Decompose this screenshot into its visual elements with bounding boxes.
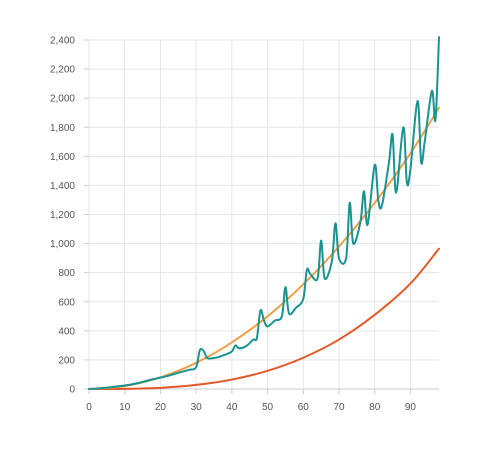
axis-layer — [84, 39, 439, 394]
y-tick-label: 2,000 — [50, 94, 75, 105]
y-tick-label: 1,000 — [50, 239, 75, 250]
grid-layer — [88, 39, 439, 389]
series-layer — [88, 36, 440, 390]
tick-label-layer: 02004006008001,0001,2001,4001,6001,8002,… — [50, 36, 416, 414]
series-line-3 — [88, 247, 440, 390]
x-tick-label: 90 — [405, 402, 417, 413]
series-line-1 — [88, 36, 440, 390]
y-tick-label: 800 — [58, 268, 75, 279]
y-tick-label: 2,200 — [50, 65, 75, 76]
y-tick-label: 600 — [58, 297, 75, 308]
y-tick-label: 400 — [58, 326, 75, 337]
x-tick-label: 0 — [86, 402, 92, 413]
x-tick-label: 80 — [369, 402, 381, 413]
x-tick-label: 20 — [155, 402, 167, 413]
y-tick-label: 1,200 — [50, 210, 75, 221]
x-tick-label: 40 — [226, 402, 238, 413]
x-tick-label: 50 — [262, 402, 274, 413]
y-tick-label: 1,800 — [50, 123, 75, 134]
x-tick-label: 10 — [119, 402, 131, 413]
y-tick-label: 0 — [69, 385, 75, 396]
series-line-2 — [88, 106, 440, 390]
x-tick-label: 70 — [333, 402, 345, 413]
y-tick-label: 2,400 — [50, 36, 75, 47]
x-tick-label: 30 — [191, 402, 203, 413]
y-tick-label: 1,600 — [50, 152, 75, 163]
y-tick-label: 1,400 — [50, 181, 75, 192]
x-tick-label: 60 — [298, 402, 310, 413]
y-tick-label: 200 — [58, 355, 75, 366]
